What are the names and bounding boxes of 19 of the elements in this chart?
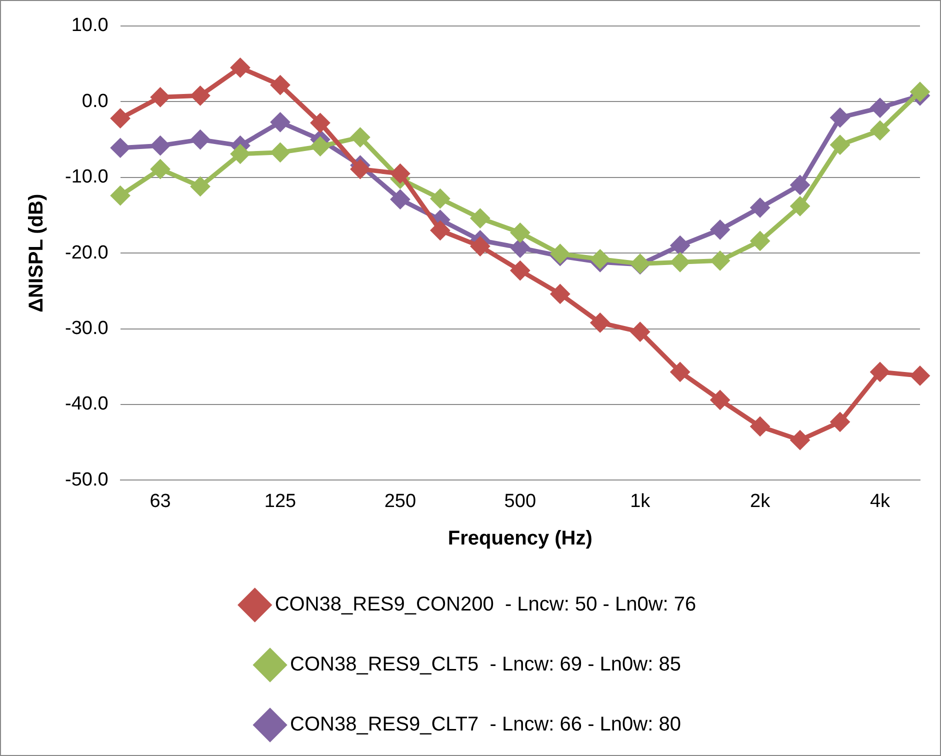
x-tick-label: 1k — [630, 490, 651, 512]
legend-label: CON38_RES9_CLT7 - Lncw: 66 - Ln0w: 80 — [290, 714, 681, 736]
y-tick-label: -40.0 — [64, 394, 108, 415]
y-tick-label: -10.0 — [64, 166, 108, 188]
x-tick-label: 4k — [870, 490, 891, 512]
legend-label: CON38_RES9_CLT5 - Lncw: 69 - Ln0w: 85 — [290, 654, 681, 676]
y-tick-label: -30.0 — [64, 318, 108, 340]
x-tick-label: 2k — [750, 490, 771, 512]
legend-label: CON38_RES9_CON200 - Lncw: 50 - Ln0w: 76 — [274, 594, 696, 616]
y-tick-label: -20.0 — [64, 242, 108, 264]
y-tick-label: 10.0 — [71, 15, 108, 36]
y-tick-label: -50.0 — [64, 469, 108, 490]
x-axis-title: Frequency (Hz) — [448, 528, 592, 550]
y-axis-title: ΔNISPL (dB) — [26, 194, 48, 312]
x-tick-label: 125 — [264, 490, 296, 512]
x-tick-label: 63 — [150, 490, 171, 512]
x-tick-label: 250 — [384, 490, 416, 512]
y-tick-label: 0.0 — [82, 90, 108, 112]
x-tick-label: 500 — [504, 490, 536, 512]
